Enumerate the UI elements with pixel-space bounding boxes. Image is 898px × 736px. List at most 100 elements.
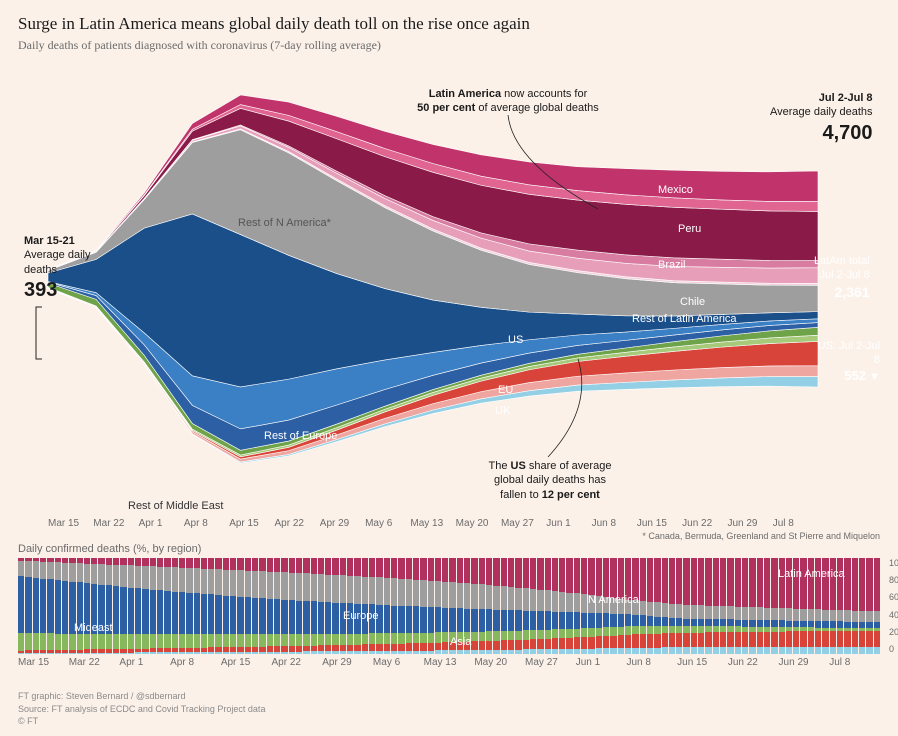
bar-segment	[669, 604, 675, 618]
bar-segment	[515, 640, 521, 650]
bar-segment	[106, 634, 112, 649]
stacked-bar	[120, 558, 126, 654]
bar-segment	[530, 639, 536, 649]
bar-segment	[354, 651, 360, 654]
bar-segment	[720, 647, 726, 654]
stacked-bar	[610, 558, 616, 654]
bar-segment	[369, 633, 375, 644]
bar-segment	[84, 564, 90, 584]
bar-segment	[113, 565, 119, 586]
bar-segment	[69, 653, 75, 654]
x-tick: Jul 8	[773, 518, 818, 529]
bar-segment	[588, 628, 594, 637]
stacked-bar	[486, 558, 492, 654]
bar-segment	[618, 635, 624, 648]
bar-segment	[142, 634, 148, 648]
region-label: EU	[498, 384, 513, 396]
bar-segment	[303, 573, 309, 601]
bar-segment	[566, 558, 572, 593]
bar-segment	[844, 558, 850, 610]
bar-segment	[830, 631, 836, 647]
bar-segment	[596, 613, 602, 628]
bar-segment	[844, 647, 850, 654]
sec-region-label: Mideast	[74, 622, 113, 634]
bar-segment	[172, 592, 178, 635]
bar-segment	[793, 631, 799, 646]
bar-segment	[120, 565, 126, 587]
bar-segment	[610, 614, 616, 627]
bar-segment	[296, 652, 302, 654]
bar-segment	[654, 648, 660, 654]
bar-segment	[676, 558, 682, 604]
stacked-bar	[164, 558, 170, 654]
stacked-bar	[77, 558, 83, 654]
bar-segment	[479, 641, 485, 650]
bar-segment	[691, 558, 697, 605]
bar-segment	[150, 634, 156, 648]
x-tick: Jul 8	[829, 657, 880, 668]
bar-segment	[698, 626, 704, 633]
bar-segment	[471, 584, 477, 609]
bar-segment	[581, 594, 587, 612]
bar-segment	[588, 558, 594, 595]
stacked-bar	[435, 558, 441, 654]
bar-segment	[757, 632, 763, 647]
bar-segment	[545, 630, 551, 639]
bar-segment	[588, 637, 594, 649]
x-tick: Jun 22	[682, 518, 727, 529]
bar-segment	[457, 650, 463, 654]
bar-segment	[501, 650, 507, 654]
x-tick: Apr 29	[320, 518, 365, 529]
stacked-bar	[376, 558, 382, 654]
bar-segment	[603, 648, 609, 654]
bar-segment	[362, 558, 368, 577]
bar-segment	[530, 630, 536, 639]
bar-segment	[311, 634, 317, 645]
bar-segment	[332, 603, 338, 634]
bar-segment	[464, 558, 470, 583]
stacked-bar	[603, 558, 609, 654]
bar-segment	[376, 644, 382, 651]
y-tick: 0	[889, 644, 898, 654]
stacked-bar	[566, 558, 572, 654]
bar-segment	[852, 631, 858, 647]
stacked-bar	[727, 558, 733, 654]
bar-segment	[376, 577, 382, 604]
bar-segment	[530, 611, 536, 630]
bar-segment	[398, 644, 404, 651]
bar-segment	[281, 634, 287, 646]
stacked-bar	[654, 558, 660, 654]
bar-segment	[508, 610, 514, 631]
stacked-bar	[135, 558, 141, 654]
bar-segment	[786, 608, 792, 620]
bar-segment	[486, 650, 492, 654]
bar-segment	[281, 652, 287, 654]
stacked-bar	[274, 558, 280, 654]
x-tick: Mar 15	[48, 518, 93, 529]
bar-segment	[852, 647, 858, 654]
bar-segment	[669, 626, 675, 633]
bar-segment	[720, 558, 726, 606]
bar-segment	[537, 639, 543, 649]
bar-segment	[332, 651, 338, 654]
bar-segment	[574, 558, 580, 593]
bar-segment	[120, 634, 126, 649]
bar-segment	[311, 601, 317, 634]
bar-segment	[413, 633, 419, 643]
bar-segment	[815, 558, 821, 609]
stacked-bar	[237, 558, 243, 654]
bar-segment	[749, 558, 755, 607]
bar-segment	[435, 643, 441, 651]
bar-segment	[442, 650, 448, 654]
bar-segment	[33, 653, 39, 654]
bar-segment	[33, 561, 39, 578]
x-tick: Jun 15	[637, 518, 682, 529]
bar-segment	[259, 571, 265, 598]
callout-us: US: Jul 2-Jul 8 552 ▼	[811, 339, 880, 384]
bar-segment	[362, 634, 368, 645]
bar-segment	[566, 612, 572, 629]
bar-segment	[866, 647, 872, 654]
bar-segment	[428, 651, 434, 654]
bar-segment	[625, 614, 631, 626]
bar-segment	[281, 600, 287, 635]
